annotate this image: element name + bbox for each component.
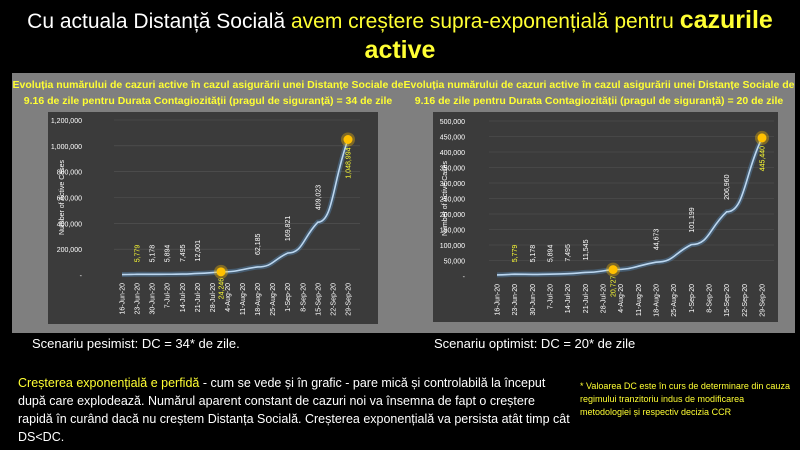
x-tick-label: 28-Jul-20 [601, 284, 608, 313]
x-tick-label: 21-Jul-20 [583, 284, 590, 313]
y-tick-label: 200,000 [57, 247, 82, 254]
x-tick-label: 25-Aug-20 [671, 284, 678, 317]
data-label: 7,495 [565, 244, 572, 262]
y-tick-label: 300,000 [440, 181, 465, 188]
x-tick-label: 14-Jul-20 [565, 284, 572, 313]
x-tick-label: 29-Sep-20 [346, 283, 353, 316]
x-tick-label: 4-Aug-20 [225, 283, 232, 312]
y-tick-label: 50,000 [444, 259, 466, 266]
data-label: 409,023 [315, 185, 322, 210]
data-label: 5,779 [512, 245, 519, 263]
y-tick-label: 150,000 [440, 228, 465, 235]
chart-panel-optimist: Evoluția numărului de cazuri active în c… [403, 73, 795, 333]
x-tick-label: 11-Aug-20 [636, 284, 643, 316]
x-tick-label: 30-Jun-20 [150, 283, 157, 315]
y-tick-label: 450,000 [440, 135, 465, 142]
data-label: 206,960 [724, 174, 731, 199]
data-marker [757, 133, 767, 143]
body-highlight: Creșterea exponențială e perfidă [18, 376, 200, 390]
x-tick-label: 23-Jun-20 [512, 284, 519, 316]
x-tick-label: 15-Sep-20 [315, 283, 322, 316]
data-label: 62,185 [255, 233, 262, 255]
x-tick-label: 8-Sep-20 [707, 284, 714, 313]
data-label: 5,894 [165, 245, 172, 263]
data-label: 1,048,994 [346, 147, 353, 178]
y-tick-label: 250,000 [440, 197, 465, 204]
x-tick-label: 29-Sep-20 [760, 284, 767, 317]
body-rest: - cum se vede și în grafic - pare mică ș… [18, 376, 570, 444]
x-tick-label: 22-Sep-20 [330, 283, 337, 316]
data-label: 169,821 [285, 216, 292, 241]
chart-title: Evoluția numărului de cazuri active în c… [12, 79, 404, 107]
y-tick-label: - [463, 274, 466, 281]
y-axis-label: Number of Active Cases [442, 160, 449, 236]
data-label: 24,246 [219, 278, 226, 300]
plot-area [433, 112, 778, 322]
x-tick-label: 30-Jun-20 [530, 284, 537, 316]
title-white: Cu actuala Distanță Socială [27, 10, 291, 33]
y-tick-label: 350,000 [440, 166, 465, 173]
data-label: 11,545 [583, 239, 590, 260]
y-tick-label: 1,200,000 [51, 118, 82, 125]
x-tick-label: 25-Aug-20 [270, 283, 277, 316]
x-tick-label: 7-Jul-20 [165, 283, 172, 308]
x-tick-label: 1-Sep-20 [689, 284, 696, 313]
footnote: * Valoarea DC este în curs de determinar… [580, 381, 790, 417]
x-tick-label: 23-Jun-20 [135, 283, 142, 315]
data-marker [343, 135, 353, 145]
slide-title: Cu actuala Distanță Socială avem creșter… [0, 6, 800, 66]
y-tick-label: 600,000 [57, 196, 82, 203]
chart-panel-pessimist: Evoluția numărului de cazuri active în c… [12, 73, 404, 333]
data-label: 12,001 [195, 240, 202, 262]
data-label: 44,673 [654, 229, 661, 251]
data-marker [216, 267, 226, 277]
x-tick-label: 18-Aug-20 [255, 283, 262, 316]
scenario-pessimist: Scenariu pesimist: DC = 34* de zile. [32, 336, 240, 351]
y-tick-label: - [80, 273, 83, 280]
data-label: 5,779 [135, 245, 142, 263]
chart-optimist: - 50,000 100,000 150,000 200,000 250,000 300,0… [440, 119, 774, 317]
x-tick-label: 16-Jun-20 [495, 284, 502, 316]
series-line [496, 137, 763, 276]
body-text: Creșterea exponențială e perfidă - cum s… [18, 374, 573, 446]
x-tick-label: 4-Aug-20 [618, 284, 625, 313]
y-tick-label: 200,000 [440, 212, 465, 219]
data-label: 5,178 [530, 245, 537, 263]
chart-title: Evoluția numărului de cazuri active în c… [403, 79, 795, 107]
y-axis-label: Number of Active Cases [59, 159, 66, 235]
y-tick-label: 500,000 [440, 119, 465, 126]
series-line [121, 139, 349, 276]
x-tick-label: 7-Jul-20 [548, 284, 555, 309]
data-label: 445,440 [760, 146, 767, 171]
x-tick-label: 16-Jun-20 [120, 283, 127, 315]
x-tick-label: 8-Sep-20 [300, 283, 307, 312]
title-yellow: avem creștere supra-exponențială pentru [290, 10, 680, 33]
data-label: 20,727 [611, 275, 618, 297]
y-tick-label: 800,000 [57, 170, 82, 177]
data-label: 7,495 [180, 244, 187, 262]
x-tick-label: 11-Aug-20 [240, 283, 247, 315]
x-tick-label: 21-Jul-20 [195, 283, 202, 312]
scenario-optimist: Scenariu optimist: DC = 20* de zile [434, 336, 636, 351]
data-label: 101,199 [689, 207, 696, 232]
x-tick-label: 15-Sep-20 [724, 284, 731, 317]
x-tick-label: 28-Jul-20 [210, 283, 217, 312]
y-tick-label: 400,000 [440, 150, 465, 157]
y-tick-label: 100,000 [440, 243, 465, 250]
data-marker [608, 265, 618, 275]
x-tick-label: 18-Aug-20 [654, 284, 661, 317]
y-tick-label: 1,000,000 [51, 144, 82, 151]
data-label: 5,894 [548, 245, 555, 263]
title-bold: cazurile active [364, 6, 773, 64]
chart-pessimist: - 200,000 400,000 600,000 800,000 1,000,000 1,… [51, 118, 360, 316]
plot-area [48, 112, 378, 324]
x-tick-label: 22-Sep-20 [742, 284, 749, 317]
x-tick-label: 14-Jul-20 [180, 283, 187, 312]
data-label: 5,178 [150, 245, 157, 263]
x-tick-label: 1-Sep-20 [285, 283, 292, 312]
y-tick-label: 400,000 [57, 221, 82, 228]
